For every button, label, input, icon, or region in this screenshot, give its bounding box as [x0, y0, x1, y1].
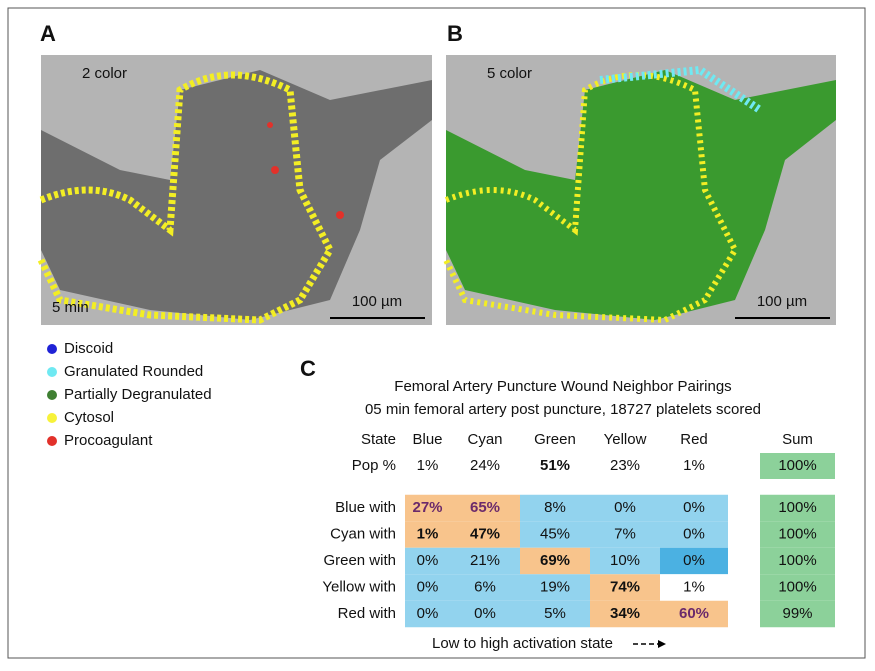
legend-marker: [47, 390, 57, 400]
time-label: 5 min: [52, 299, 89, 316]
cell: 6%: [474, 578, 496, 595]
cell: 69%: [540, 552, 570, 569]
micrograph-b: 5 color 100 µm: [446, 55, 836, 325]
cell: 100%: [778, 552, 816, 569]
cell: Green: [534, 431, 576, 448]
cell: 100%: [778, 499, 816, 516]
cell: 47%: [470, 525, 500, 542]
row-label: Pop %: [352, 457, 396, 474]
cell: 8%: [544, 499, 566, 516]
legend-label: Discoid: [64, 340, 113, 357]
cell: Blue: [412, 431, 442, 448]
legend-label: Procoagulant: [64, 432, 153, 449]
legend-marker: [47, 436, 57, 446]
cell: 51%: [540, 457, 570, 474]
table-subtitle: 05 min femoral artery post puncture, 187…: [365, 401, 761, 418]
cell: 0%: [417, 578, 439, 595]
cell: 23%: [610, 457, 640, 474]
cell: 27%: [412, 499, 442, 516]
legend-marker: [47, 413, 57, 423]
cell: Yellow: [604, 431, 647, 448]
cell: 65%: [470, 499, 500, 516]
panel-label: 5 color: [487, 65, 532, 82]
cell: 10%: [610, 552, 640, 569]
table-footer: Low to high activation state: [432, 635, 613, 652]
row-label: State: [361, 431, 396, 448]
legend-label: Partially Degranulated: [64, 386, 212, 403]
cell: 0%: [417, 605, 439, 622]
cell: 99%: [782, 605, 812, 622]
row-label: Cyan with: [330, 525, 396, 542]
cell: 0%: [683, 525, 705, 542]
panel-letter: A: [40, 21, 56, 46]
figure: A B 2 color 5 min 100 µm 5 color 100 µm …: [0, 0, 875, 666]
cell: 1%: [683, 457, 705, 474]
cell: 74%: [610, 578, 640, 595]
legend-marker: [47, 367, 57, 377]
row-label: Yellow with: [322, 578, 396, 595]
cell: 100%: [778, 457, 816, 474]
table-title: Femoral Artery Puncture Wound Neighbor P…: [394, 378, 731, 395]
arrow: [633, 640, 666, 648]
cell: 100%: [778, 525, 816, 542]
panel-label: 2 color: [82, 65, 127, 82]
cell: 60%: [679, 605, 709, 622]
panel-letter: B: [447, 21, 463, 46]
cell: 1%: [417, 457, 439, 474]
cell: 1%: [683, 578, 705, 595]
cell: 7%: [614, 525, 636, 542]
row-label: Red with: [338, 605, 396, 622]
cell: Cyan: [467, 431, 502, 448]
scale-label: 100 µm: [352, 293, 402, 310]
cell: 0%: [683, 499, 705, 516]
panel-letter: C: [300, 356, 316, 381]
row-label: Blue with: [335, 499, 396, 516]
cell: 0%: [417, 552, 439, 569]
legend-label: Cytosol: [64, 409, 114, 426]
cell: 1%: [417, 525, 439, 542]
micrograph-a: 2 color 5 min 100 µm: [41, 55, 432, 325]
cell: 0%: [683, 552, 705, 569]
row-label: Green with: [323, 552, 396, 569]
cell: 5%: [544, 605, 566, 622]
cell: 0%: [614, 499, 636, 516]
cell: 24%: [470, 457, 500, 474]
cell: 34%: [610, 605, 640, 622]
legend-label: Granulated Rounded: [64, 363, 203, 380]
cell: Sum: [782, 431, 813, 448]
cell: Red: [680, 431, 708, 448]
scale-label: 100 µm: [757, 293, 807, 310]
cell: 45%: [540, 525, 570, 542]
cell: 21%: [470, 552, 500, 569]
cell: 19%: [540, 578, 570, 595]
cell: 0%: [474, 605, 496, 622]
cell: 100%: [778, 578, 816, 595]
legend-marker: [47, 344, 57, 354]
